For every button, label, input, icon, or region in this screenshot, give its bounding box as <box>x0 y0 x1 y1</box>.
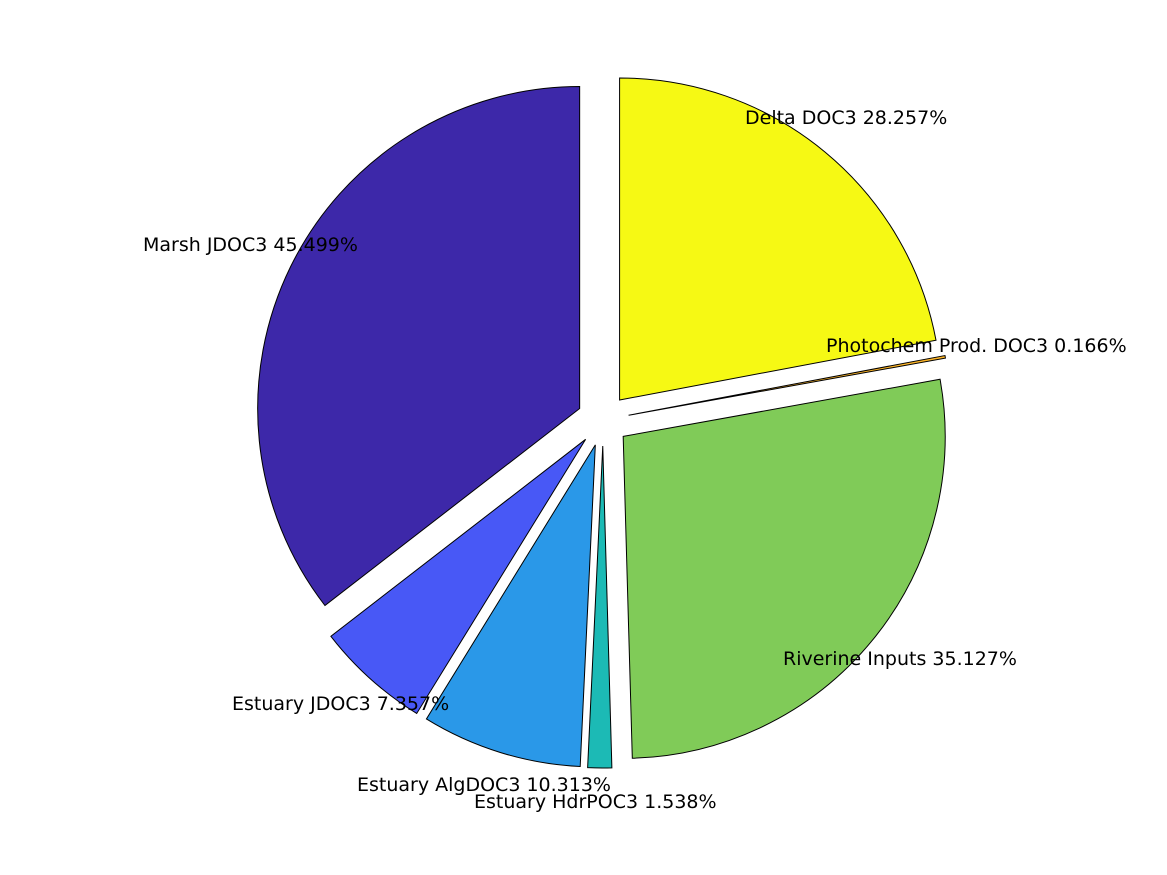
pie-slice <box>619 77 937 401</box>
pie-slice <box>257 86 581 607</box>
slice-label: Estuary AlgDOC3 10.313% <box>357 774 611 796</box>
slice-label: Delta DOC3 28.257% <box>745 107 947 129</box>
slice-label: Photochem Prod. DOC3 0.166% <box>826 335 1127 357</box>
slice-label: Estuary HdrPOC3 1.538% <box>474 791 717 813</box>
pie-slice <box>330 438 587 715</box>
pie-slice <box>425 444 596 768</box>
slice-label: Riverine Inputs 35.127% <box>783 648 1017 670</box>
pie-labels: Delta DOC3 28.257% Photochem Prod. DOC3 0… <box>143 107 1127 813</box>
pie-slice <box>587 445 613 769</box>
slice-label: Estuary JDOC3 7.357% <box>232 693 449 715</box>
slice-label: Marsh JDOC3 45.499% <box>143 234 358 256</box>
pie-slice <box>622 378 946 759</box>
pie-slices <box>257 77 947 769</box>
pie-slice <box>628 354 947 416</box>
